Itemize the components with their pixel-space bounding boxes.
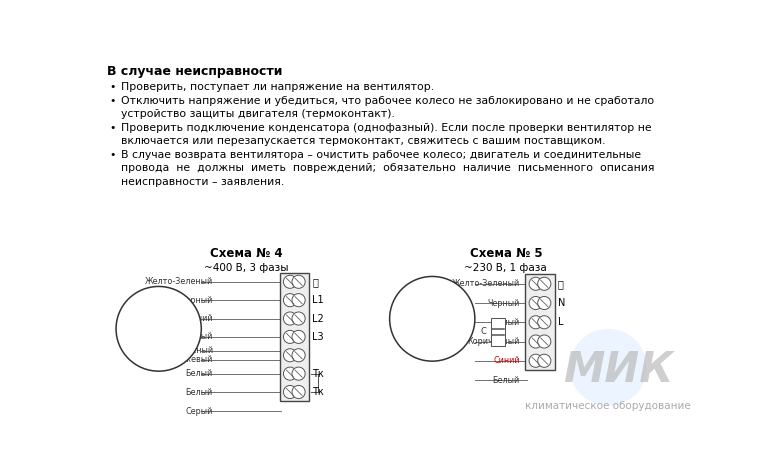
Circle shape [283, 275, 297, 288]
Text: L1: L1 [312, 295, 323, 305]
Text: L2: L2 [312, 314, 324, 323]
Text: ~400 В, 3 фазы: ~400 В, 3 фазы [204, 263, 288, 273]
Bar [491, 318, 505, 346]
Circle shape [292, 367, 305, 380]
Text: ⏚: ⏚ [312, 277, 318, 287]
Text: Отключить напряжение и убедиться, что рабочее колесо не заблокировано и не срабо: Отключить напряжение и убедиться, что ра… [122, 96, 654, 106]
Text: провода  не  должны  иметь  повреждений;  обязательно  наличие  письменного  опи: провода не должны иметь повреждений; обя… [122, 163, 655, 173]
Circle shape [538, 277, 551, 290]
Text: Вентилятор: Вентилятор [402, 314, 463, 324]
Text: N: N [558, 298, 565, 308]
Circle shape [283, 385, 297, 399]
Text: •: • [109, 150, 116, 160]
Text: L3: L3 [312, 332, 323, 342]
Circle shape [116, 286, 202, 371]
Circle shape [529, 316, 543, 329]
Circle shape [283, 367, 297, 380]
Circle shape [529, 354, 543, 367]
Text: C: C [481, 327, 486, 336]
Text: МИК: МИК [563, 350, 673, 391]
Circle shape [538, 335, 551, 348]
Text: Белый: Белый [492, 376, 520, 385]
Text: Синий: Синий [186, 314, 213, 323]
Circle shape [292, 385, 305, 399]
Text: неисправности – заявления.: неисправности – заявления. [122, 177, 285, 187]
Text: •: • [109, 82, 116, 93]
Circle shape [390, 276, 475, 361]
Text: L: L [558, 317, 563, 327]
Circle shape [529, 296, 543, 310]
Text: Схема № 4: Схема № 4 [210, 247, 282, 260]
Text: В случае неисправности: В случае неисправности [107, 65, 282, 78]
Circle shape [283, 330, 297, 343]
Text: ⏚: ⏚ [558, 279, 564, 289]
Text: Белый: Белый [186, 388, 213, 397]
Text: включается или перезапускается термоконтакт, свяжитесь с вашим поставщиком.: включается или перезапускается термоконт… [122, 136, 606, 146]
Circle shape [292, 294, 305, 307]
Text: •: • [109, 96, 116, 106]
Text: Синий: Синий [493, 356, 520, 365]
Text: Черный: Черный [488, 298, 520, 307]
Text: ~230 В, 1 фаза: ~230 В, 1 фаза [464, 263, 547, 273]
Circle shape [292, 349, 305, 362]
Text: Желто-Зеленый: Желто-Зеленый [451, 279, 520, 288]
Circle shape [538, 354, 551, 367]
Text: Оранжевый: Оранжевый [163, 355, 213, 364]
Circle shape [283, 349, 297, 362]
Text: Желто-Зеленый: Желто-Зеленый [145, 277, 213, 286]
Text: Проверить подключение конденсатора (однофазный). Если после проверки вентилятор : Проверить подключение конденсатора (одно… [122, 123, 652, 133]
Circle shape [569, 329, 647, 406]
Circle shape [292, 275, 305, 288]
Text: Коричневый: Коричневый [161, 332, 213, 342]
Text: •: • [109, 123, 116, 133]
Text: Проверить, поступает ли напряжение на вентилятор.: Проверить, поступает ли напряжение на ве… [122, 82, 435, 93]
Text: Коричневый: Коричневый [467, 337, 520, 346]
Circle shape [529, 277, 543, 290]
Text: Tк: Tк [312, 369, 324, 379]
Text: климатическое оборудование: климатическое оборудование [525, 401, 691, 411]
Text: Белый: Белый [186, 369, 213, 378]
Circle shape [292, 330, 305, 343]
Text: Серый: Серый [186, 407, 213, 416]
Circle shape [538, 316, 551, 329]
Bar [279, 273, 309, 401]
Text: устройство защиты двигателя (термоконтакт).: устройство защиты двигателя (термоконтак… [122, 109, 396, 119]
Circle shape [283, 294, 297, 307]
Text: Белый: Белый [492, 318, 520, 327]
Circle shape [538, 296, 551, 310]
Bar [525, 274, 555, 370]
Text: Вентилятор: Вентилятор [128, 324, 189, 334]
Text: Схема № 5: Схема № 5 [470, 247, 542, 260]
Circle shape [292, 312, 305, 325]
Text: Красный: Красный [176, 346, 213, 355]
Text: Черный: Черный [180, 295, 213, 304]
Text: Tк: Tк [312, 387, 324, 397]
Text: В случае возврата вентилятора – очистить рабочее колесо; двигатель и соединитель: В случае возврата вентилятора – очистить… [122, 150, 642, 160]
Circle shape [529, 335, 543, 348]
Circle shape [283, 312, 297, 325]
